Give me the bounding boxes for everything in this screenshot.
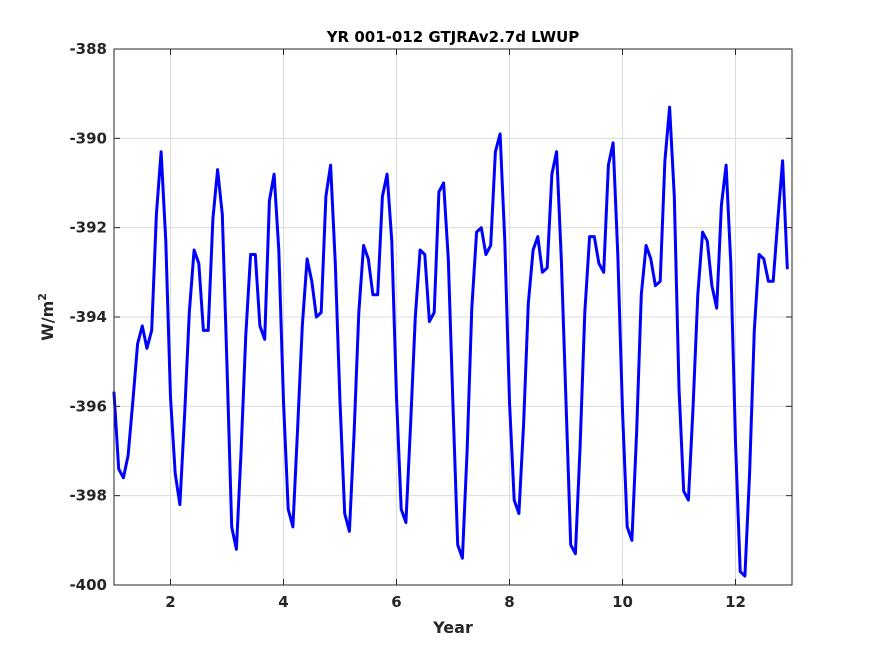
- y-tick-label: -392: [69, 219, 107, 237]
- x-tick-label: 8: [504, 593, 514, 611]
- x-tick-label: 4: [278, 593, 288, 611]
- y-tick-label: -394: [69, 308, 107, 326]
- y-axis-label-base: W/m: [38, 301, 57, 341]
- y-tick-label: -400: [69, 576, 107, 594]
- y-axis-label-group: W/m2: [36, 293, 57, 341]
- chart-title: YR 001-012 GTJRAv2.7d LWUP: [326, 28, 580, 46]
- x-axis-label: Year: [432, 618, 473, 637]
- y-axis-label: W/m2: [36, 293, 57, 341]
- series-line: [112, 105, 789, 578]
- y-tick-labels: -400 -398 -396 -394 -392 -390 -388: [69, 40, 107, 594]
- y-tick-label: -390: [69, 129, 107, 147]
- x-tick-label: 10: [612, 593, 633, 611]
- x-tick-label: 2: [165, 593, 175, 611]
- x-tick-labels: 2 4 6 8 10 12: [165, 593, 746, 611]
- x-tick-label: 6: [391, 593, 401, 611]
- y-axis-label-superscript: 2: [36, 293, 49, 301]
- y-tick-label: -388: [69, 40, 107, 58]
- y-tick-label: -398: [69, 487, 107, 505]
- axis-ticks: [114, 48, 792, 586]
- x-tick-label: 12: [725, 593, 746, 611]
- y-tick-label: -396: [69, 397, 107, 415]
